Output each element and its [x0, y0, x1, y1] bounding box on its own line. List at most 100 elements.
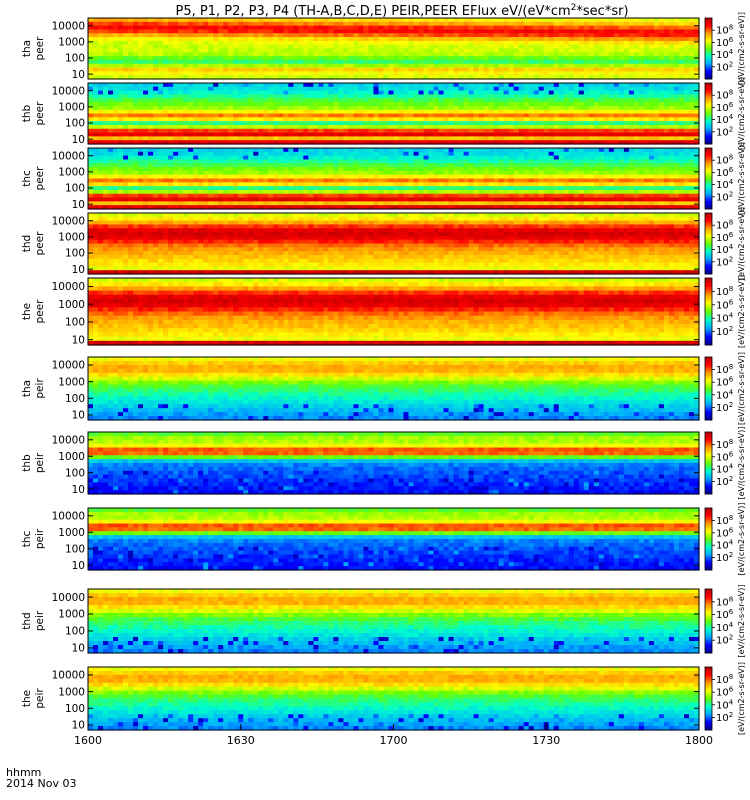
y-tick-label: 100	[65, 393, 85, 405]
colorbar-tick-label: 102	[716, 551, 733, 564]
y-tick-label: 10000	[52, 281, 85, 293]
colorbar-tick-label: 106	[716, 608, 734, 621]
y-tick-label: 1000	[58, 232, 85, 244]
colorbar-label: [eV/(cm2-s-sr-eV)]	[737, 77, 746, 150]
colorbar-tick-label: 102	[716, 634, 733, 647]
colorbar-tick-label: 106	[716, 231, 734, 244]
y-tick-label: 100	[65, 626, 85, 638]
y-tick-label: 100	[65, 467, 85, 479]
colorbar-label: [eV/(cm2-s-sr-eV)]	[737, 584, 746, 657]
colorbar-tick-label: 102	[716, 255, 733, 268]
y-tick-label: 10	[72, 720, 85, 732]
y-tick-label: 10000	[52, 150, 85, 162]
colorbar-tick-label: 104	[716, 243, 734, 256]
colorbar-tick-label: 104	[716, 539, 734, 552]
colorbar-label: [eV/(cm2-s-sr-eV)]	[737, 662, 746, 735]
colorbar-tick-label: 106	[716, 36, 734, 49]
colorbar-tick-label: 108	[716, 285, 733, 298]
y-tick-label: 10000	[52, 670, 85, 682]
x-tick-label: 1800	[685, 734, 713, 747]
y-tick-label: 100	[65, 183, 85, 195]
x-axis-label: hhmm	[6, 766, 41, 779]
colorbar-tick-label: 108	[716, 438, 733, 451]
colorbar-tick-label: 102	[716, 711, 733, 724]
colorbar-label: [eV/(cm2-s-sr-eV)]	[737, 207, 746, 280]
colorbar-label: [eV/(cm2-s-sr-eV)]	[737, 426, 746, 499]
colorbar-tick-label: 106	[716, 376, 734, 389]
colorbar-label: [eV/(cm2-s-sr-eV)]	[737, 142, 746, 215]
y-tick-label: 10	[72, 199, 85, 211]
y-tick-label: 10	[72, 643, 85, 655]
panel-label: thepeer	[21, 299, 46, 324]
y-tick-label: 10000	[52, 592, 85, 604]
colorbar-tick-label: 102	[716, 475, 733, 488]
colorbar-tick-label: 102	[716, 60, 733, 73]
panel-label: thbpeir	[21, 452, 46, 473]
x-tick-label: 1700	[380, 734, 408, 747]
colorbar-tick-label: 104	[716, 113, 734, 126]
colorbar-tick-label: 104	[716, 312, 734, 325]
colorbar-tick-label: 106	[716, 298, 734, 311]
y-tick-label: 10	[72, 264, 85, 276]
y-tick-label: 1000	[58, 527, 85, 539]
colorbar-label: [eV/(cm2-s-sr-eV)]	[737, 12, 746, 85]
colorbar-tick-label: 108	[716, 363, 733, 376]
y-tick-label: 1000	[58, 609, 85, 621]
colorbar-tick-label: 106	[716, 686, 734, 699]
x-tick-label: 1600	[74, 734, 102, 747]
colorbar-tick-label: 104	[716, 463, 734, 476]
x-axis: 1600 1630 1700 1730 1800	[74, 724, 713, 747]
colorbar-tick-label: 102	[716, 125, 733, 138]
colorbar-tick-label: 104	[716, 48, 734, 61]
y-tick-label: 10000	[52, 511, 85, 523]
panel-label: thepeir	[21, 688, 46, 709]
colorbar-tick-label: 104	[716, 388, 734, 401]
y-tick-label: 10000	[52, 20, 85, 32]
x-tick-label: 1630	[227, 734, 255, 747]
panel-label: thdpeer	[21, 231, 46, 256]
y-tick-label: 100	[65, 543, 85, 555]
colorbar-tick-label: 106	[716, 166, 734, 179]
y-tick-label: 100	[65, 317, 85, 329]
colorbar-tick-label: 108	[716, 89, 733, 102]
y-tick-label: 100	[65, 118, 85, 130]
y-tick-label: 10000	[52, 435, 85, 447]
colorbar-label: [eV/(cm2-s-sr-eV)]	[737, 352, 746, 425]
y-tick-label: 100	[65, 53, 85, 65]
colorbar-tick-label: 108	[716, 514, 733, 527]
colorbar-tick-label: 106	[716, 526, 734, 539]
colorbar-tick-label: 104	[716, 178, 734, 191]
y-tick-label: 10	[72, 69, 85, 81]
panel-label: thapeir	[21, 378, 46, 399]
panel-label: thcpeir	[21, 528, 46, 549]
colorbar-tick-label: 102	[716, 401, 733, 414]
colorbar-tick-label: 106	[716, 450, 734, 463]
colorbar-tick-label: 108	[716, 595, 733, 608]
y-tick-label: 1000	[58, 686, 85, 698]
colorbar-tick-label: 108	[716, 154, 733, 167]
colorbar-tick-label: 108	[716, 673, 733, 686]
y-tick-label: 1000	[58, 299, 85, 311]
panel-label: thbpeer	[21, 101, 46, 126]
y-tick-label: 100	[65, 703, 85, 715]
y-tick-label: 10	[72, 134, 85, 146]
y-tick-label: 10	[72, 484, 85, 496]
y-tick-label: 10	[72, 410, 85, 422]
y-tick-label: 100	[65, 248, 85, 260]
